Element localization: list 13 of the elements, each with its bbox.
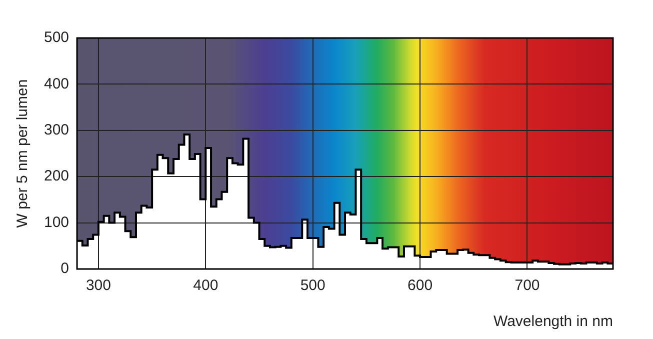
y-tick-label: 0 [60, 260, 70, 278]
x-axis-title: Wavelength in nm [493, 313, 613, 330]
y-tick-label: 300 [44, 122, 70, 139]
y-tick-label: 500 [44, 29, 70, 46]
x-tick-label: 700 [514, 277, 540, 294]
y-tick-label: 200 [44, 168, 70, 185]
x-tick-label: 400 [193, 277, 218, 294]
x-tick-label: 600 [408, 277, 433, 294]
x-tick-label: 500 [300, 277, 326, 294]
y-tick-label: 100 [44, 214, 70, 231]
y-tick-label: 400 [44, 75, 70, 92]
y-axis-title: W per 5 nm per lumen [14, 79, 32, 228]
x-tick-label: 300 [86, 277, 111, 294]
